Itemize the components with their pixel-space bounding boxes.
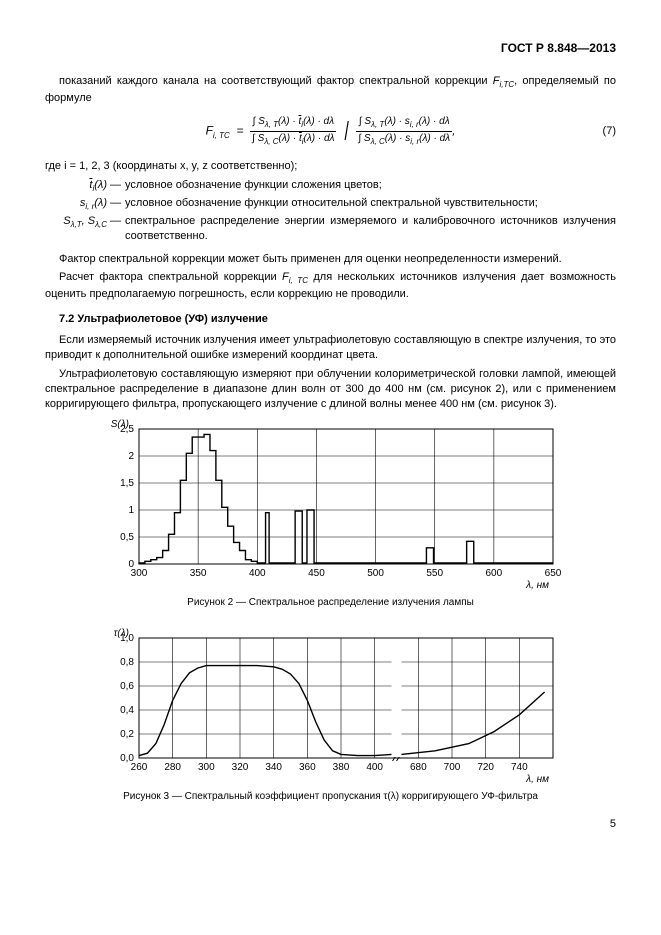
svg-text:λ, нм: λ, нм xyxy=(525,580,549,590)
eq-number: (7) xyxy=(603,124,616,139)
figure-3-caption: Рисунок 3 — Спектральный коэффициент про… xyxy=(45,790,616,804)
svg-text:S(λ): S(λ) xyxy=(110,419,128,430)
figure-2-chart: 30035040045050055060065000,511,522,5S(λ)… xyxy=(91,415,571,590)
eq-d2s2: i, r xyxy=(410,137,419,146)
svg-text:400: 400 xyxy=(366,762,383,773)
svg-text:500: 500 xyxy=(367,568,384,579)
eq-n2a: ∫ S xyxy=(359,116,371,127)
svg-text:320: 320 xyxy=(231,762,248,773)
eq-lhs: F xyxy=(206,124,213,138)
svg-text:380: 380 xyxy=(332,762,349,773)
svg-text:280: 280 xyxy=(164,762,181,773)
section-7-2-head: 7.2 Ультрафиолетовое (УФ) излучение xyxy=(45,312,616,327)
eq-n2m: (λ) · s xyxy=(384,116,409,127)
eq-n2e: (λ) · dλ xyxy=(419,116,450,127)
eq-d1a: ∫ S xyxy=(252,133,264,144)
svg-text:740: 740 xyxy=(510,762,527,773)
def-dash-2: — xyxy=(110,196,125,213)
svg-text:λ, нм: λ, нм xyxy=(525,774,549,784)
eq-d1e: (λ) · dλ xyxy=(304,133,335,144)
svg-text:0,6: 0,6 xyxy=(120,681,134,692)
svg-text:1,5: 1,5 xyxy=(120,478,134,489)
intro-para: показаний каждого канала на соответствую… xyxy=(45,74,616,106)
svg-text:340: 340 xyxy=(265,762,282,773)
p2sym: F xyxy=(282,271,289,283)
eq-d2a: ∫ S xyxy=(358,133,370,144)
def-dash-1: — xyxy=(110,178,125,195)
def-txt-2: условное обозначение функции относительн… xyxy=(125,196,616,213)
intro-text-1: показаний каждого канала на соответствую… xyxy=(59,75,488,87)
svg-text:τ(λ): τ(λ) xyxy=(113,628,128,639)
eq-d2s: λ, C xyxy=(371,137,385,146)
def-txt-1: условное обозначение функции сложения цв… xyxy=(125,178,616,195)
eq-n2s: λ, T xyxy=(371,120,384,129)
svg-text:300: 300 xyxy=(197,762,214,773)
svg-text:360: 360 xyxy=(298,762,315,773)
figure-2-caption: Рисунок 2 — Спектральное распределение и… xyxy=(45,596,616,610)
definitions-block: где i = 1, 2, 3 (координаты x, y, z соот… xyxy=(45,159,616,244)
def-sym-2: si, r(λ) xyxy=(45,196,110,213)
eq-d1m: (λ) · xyxy=(279,133,299,144)
para-factor-note: Фактор спектральной коррекции может быть… xyxy=(45,252,616,267)
equation-7: Fi, TC = ∫ Sλ, T(λ) · ti(λ) · dλ ∫ Sλ, C… xyxy=(45,114,616,149)
svg-text:1: 1 xyxy=(128,505,134,516)
p2sub: i, TC xyxy=(289,277,308,286)
svg-text:400: 400 xyxy=(248,568,265,579)
svg-text:0,0: 0,0 xyxy=(120,753,134,764)
page-number: 5 xyxy=(45,817,616,832)
svg-text:350: 350 xyxy=(189,568,206,579)
eq-n1s: λ, T xyxy=(265,120,278,129)
svg-text:0: 0 xyxy=(128,559,134,570)
doc-id: ГОСТ Р 8.848—2013 xyxy=(45,40,616,56)
defs-lead: где i = 1, 2, 3 (координаты x, y, z соот… xyxy=(45,159,616,174)
svg-text:680: 680 xyxy=(409,762,426,773)
svg-text:550: 550 xyxy=(426,568,443,579)
intro-sym-sub: i,TC xyxy=(499,80,514,89)
svg-text:0,5: 0,5 xyxy=(120,532,134,543)
para-factor-calc: Расчет фактора спектральной коррекции Fi… xyxy=(45,270,616,302)
eq-n1m: (λ) · xyxy=(278,116,298,127)
def-sym-3: Sλ,T, Sλ,C xyxy=(45,214,110,244)
svg-text:700: 700 xyxy=(443,762,460,773)
p2a: Расчет фактора спектральной коррекции xyxy=(59,271,282,283)
svg-text:450: 450 xyxy=(308,568,325,579)
def-dash-3: — xyxy=(110,214,125,244)
def-txt-3: спектральное распределение энергии измер… xyxy=(125,214,616,244)
para-uv-1: Если измеряемый источник излучения имеет… xyxy=(45,333,616,363)
eq-d1s: λ, C xyxy=(264,137,278,146)
svg-text:0,2: 0,2 xyxy=(120,729,134,740)
svg-text:650: 650 xyxy=(544,568,561,579)
para-uv-2: Ультрафиолетовую составляющую измеряют п… xyxy=(45,367,616,412)
eq-n1a: ∫ S xyxy=(253,116,265,127)
eq-d2e: (λ) · dλ xyxy=(419,133,450,144)
svg-text:0,8: 0,8 xyxy=(120,657,134,668)
eq-d2m: (λ) · s xyxy=(385,133,410,144)
svg-text:720: 720 xyxy=(477,762,494,773)
eq-lhs-sub: i, TC xyxy=(213,131,230,140)
def-sym-1: ti(λ) xyxy=(45,178,110,195)
figure-3-chart: 2602803003203403603804006807007207400,00… xyxy=(91,624,571,784)
svg-text:0,4: 0,4 xyxy=(120,705,134,716)
svg-text:600: 600 xyxy=(485,568,502,579)
eq-n1e: (λ) · dλ xyxy=(303,116,334,127)
eq-n2s2: i, r xyxy=(410,120,419,129)
svg-text:2: 2 xyxy=(128,451,134,462)
